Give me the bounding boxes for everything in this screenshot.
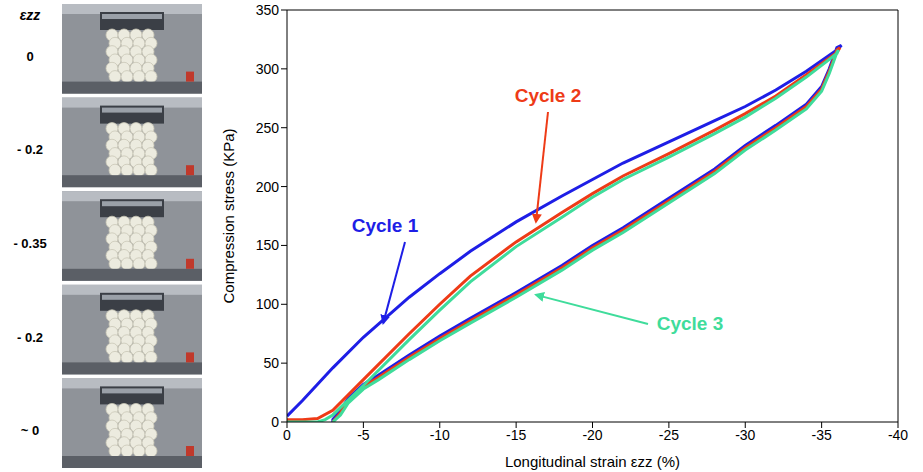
svg-text:- 0.2: - 0.2: [17, 142, 43, 157]
svg-text:50: 50: [263, 355, 279, 371]
svg-text:0: 0: [26, 49, 33, 64]
svg-text:-30: -30: [735, 427, 755, 443]
svg-text:-40: -40: [888, 427, 908, 443]
svg-text:- 0.35: - 0.35: [13, 236, 46, 251]
svg-text:Cycle 2: Cycle 2: [515, 85, 582, 106]
svg-text:Cycle 1: Cycle 1: [352, 215, 419, 236]
svg-text:-5: -5: [357, 427, 370, 443]
svg-text:150: 150: [256, 237, 280, 253]
svg-text:-20: -20: [582, 427, 602, 443]
svg-text:~ 0: ~ 0: [21, 423, 39, 438]
svg-text:0: 0: [271, 414, 279, 430]
svg-text:100: 100: [256, 296, 280, 312]
svg-text:Cycle 3: Cycle 3: [657, 313, 724, 334]
svg-text:250: 250: [256, 120, 280, 136]
svg-text:0: 0: [283, 427, 291, 443]
svg-text:200: 200: [256, 179, 280, 195]
svg-text:- 0.2: - 0.2: [17, 330, 43, 345]
svg-text:-15: -15: [506, 427, 526, 443]
svg-text:εzz: εzz: [20, 7, 41, 23]
svg-text:-25: -25: [659, 427, 679, 443]
svg-text:350: 350: [256, 2, 280, 18]
svg-text:-10: -10: [430, 427, 450, 443]
svg-text:-35: -35: [812, 427, 832, 443]
svg-text:Compression stress (KPa): Compression stress (KPa): [220, 128, 237, 303]
svg-text:Longitudinal strain εzz (%): Longitudinal strain εzz (%): [505, 453, 680, 470]
svg-text:300: 300: [256, 61, 280, 77]
